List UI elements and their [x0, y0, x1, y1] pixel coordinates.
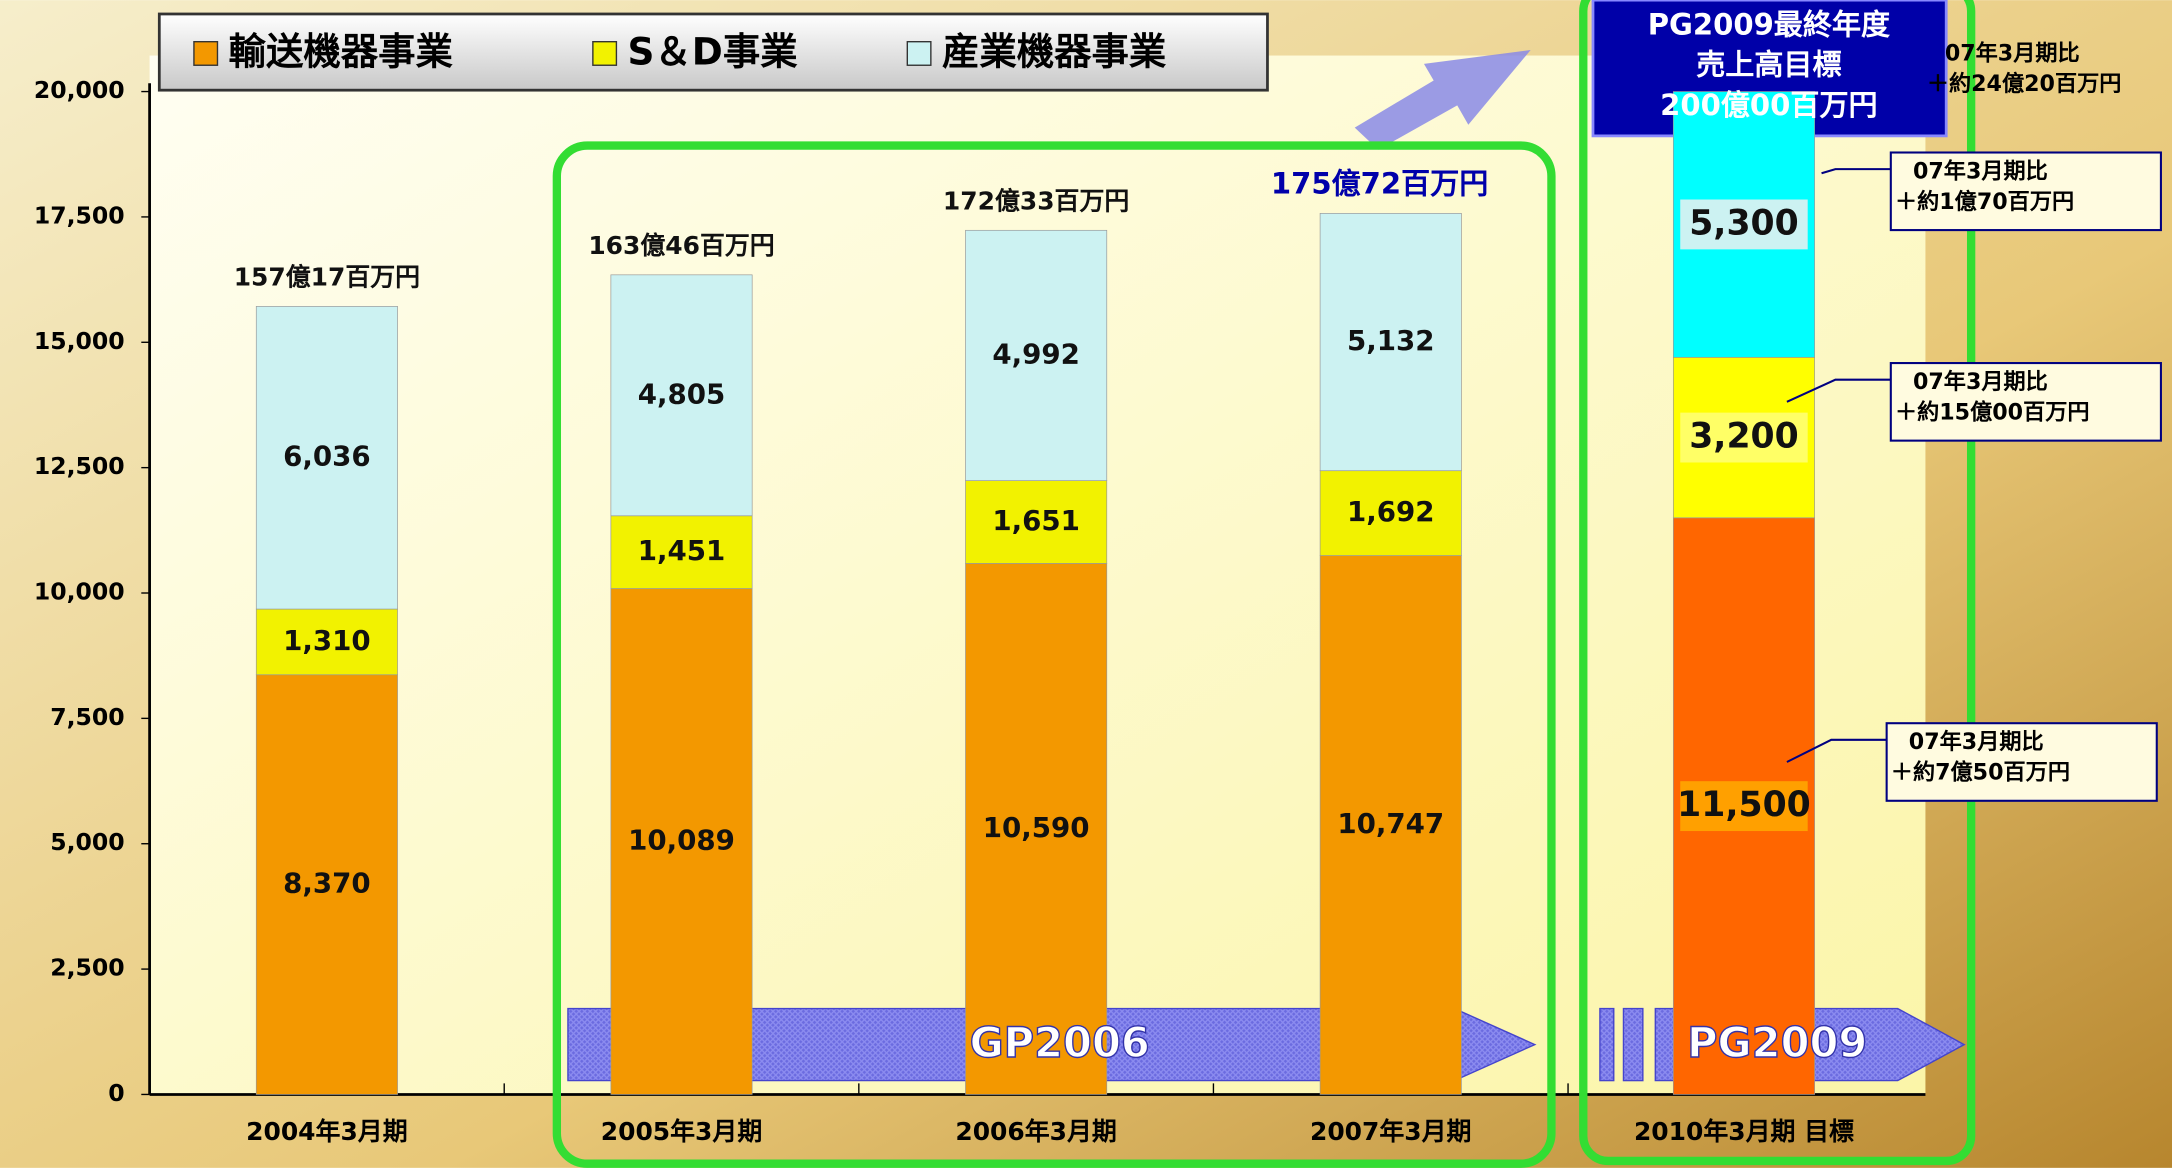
- callout-text: ＋約1億70百万円: [1895, 189, 2074, 215]
- value-label: 4,805: [638, 377, 726, 410]
- callout-box: [1889, 151, 2162, 232]
- value-label: 10,590: [983, 811, 1090, 844]
- phase-label: GP2006: [970, 1018, 1150, 1067]
- y-tick-label: 0: [108, 1079, 124, 1107]
- phase-bar: [1622, 1007, 1644, 1082]
- x-tick-label: 2007年3月期: [1310, 1117, 1471, 1146]
- value-label: 4,992: [992, 337, 1080, 370]
- value-label: 5,300: [1689, 203, 1799, 243]
- callout-box: [1885, 722, 2158, 802]
- y-tick-label: 12,500: [34, 452, 125, 480]
- target-text: 売上高目標: [1696, 48, 1841, 82]
- legend-label: 輸送機器事業: [229, 30, 454, 74]
- legend-swatch: [592, 41, 618, 66]
- y-tick-label: 2,500: [50, 954, 124, 982]
- legend-label: S＆D事業: [627, 30, 798, 74]
- total-label: 157億17百万円: [234, 263, 420, 292]
- x-tick-label: 2005年3月期: [601, 1117, 762, 1146]
- y-tick-label: 17,500: [34, 201, 125, 229]
- value-label: 1,651: [992, 504, 1080, 537]
- trend-arrow: [1354, 50, 1531, 150]
- value-label: 10,747: [1337, 807, 1444, 840]
- callout-line: [1786, 738, 1887, 763]
- callout-box: [1889, 362, 2162, 442]
- total-label: 163億46百万円: [588, 231, 774, 260]
- legend-box: [157, 12, 1269, 92]
- legend-swatch: [906, 41, 932, 66]
- value-label: 6,036: [283, 440, 371, 473]
- target-text: PG2009最終年度: [1648, 7, 1891, 41]
- y-tick-label: 20,000: [34, 76, 125, 104]
- bar-segment: [1319, 470, 1462, 556]
- callout-text: 07年3月期比: [1913, 158, 2048, 184]
- y-tick-label: 15,000: [34, 327, 125, 355]
- legend-swatch: [193, 41, 219, 66]
- callout-text: 07年3月期比: [1945, 41, 2080, 67]
- label-bg: [1680, 781, 1808, 832]
- label-bg: [1680, 412, 1808, 463]
- callout-text: 07年3月期比: [1913, 369, 2048, 395]
- bar-segment: [1319, 213, 1462, 472]
- x-tick-label: 2006年3月期: [955, 1117, 1116, 1146]
- y-tick-label: 10,000: [34, 578, 125, 606]
- bar-segment: [610, 515, 753, 589]
- value-label: 11,500: [1677, 785, 1811, 825]
- target-text: 200億00百万円: [1660, 88, 1877, 122]
- bar-segment: [255, 674, 398, 1095]
- phase-label: PG2009: [1687, 1018, 1867, 1067]
- callout-line: [1821, 168, 1891, 175]
- value-label: 1,451: [638, 534, 726, 567]
- x-tick-label: 2010年3月期 目標: [1634, 1117, 1854, 1146]
- gp2006-frame: [552, 141, 1556, 1168]
- value-label: 10,089: [628, 823, 735, 856]
- bar-segment: [1319, 555, 1462, 1095]
- callout-text: ＋約24億20百万円: [1927, 71, 2122, 97]
- phase-bar: [1599, 1007, 1615, 1082]
- label-bg: [1680, 199, 1808, 250]
- pg2009-frame: [1579, 0, 1976, 1166]
- callout-text: ＋約7億50百万円: [1891, 760, 2070, 786]
- value-label: 1,692: [1347, 495, 1435, 528]
- total-label: 175億72百万円: [1271, 167, 1488, 201]
- value-label: 8,370: [283, 867, 371, 900]
- bar-segment: [965, 229, 1108, 481]
- legend-label: 産業機器事業: [942, 30, 1167, 74]
- callout-text: ＋約15億00百万円: [1895, 399, 2090, 425]
- bar-segment: [965, 563, 1108, 1095]
- bar-segment: [965, 480, 1108, 564]
- bar-segment: [610, 588, 753, 1095]
- callout-text: 07年3月期比: [1909, 729, 2044, 755]
- y-tick-label: 5,000: [50, 828, 124, 856]
- y-tick-label: 7,500: [50, 703, 124, 731]
- x-tick-label: 2004年3月期: [246, 1117, 407, 1146]
- bar-segment: [255, 608, 398, 676]
- value-label: 1,310: [283, 624, 371, 657]
- bar-segment: [255, 306, 398, 610]
- value-label: 5,132: [1347, 324, 1435, 357]
- value-label: 3,200: [1689, 417, 1799, 457]
- total-label: 172億33百万円: [943, 187, 1129, 216]
- callout-line: [1786, 378, 1891, 403]
- bar-segment: [610, 274, 753, 517]
